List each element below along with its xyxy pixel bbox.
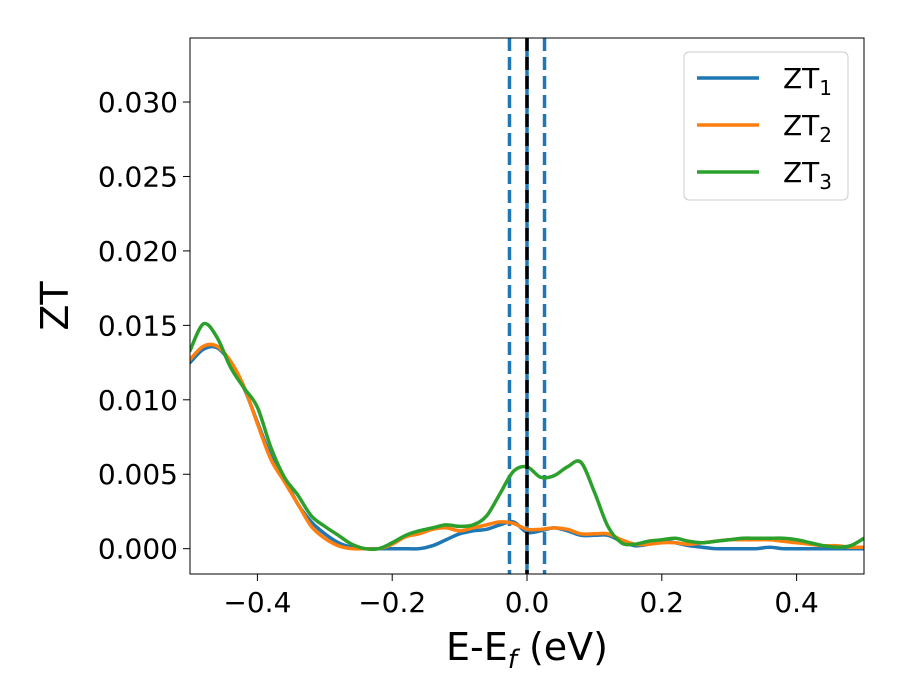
x-axis-ticks: −0.4 −0.2 0.0 0.2 0.4 (223, 574, 819, 619)
y-axis-title: ZT (33, 281, 77, 331)
x-axis-title-base: E-E (446, 625, 508, 669)
x-tick-label: 0.4 (774, 586, 819, 619)
x-tick-label: −0.2 (358, 586, 426, 619)
x-axis-title: E-Ef (eV) (446, 625, 608, 675)
legend-label-zt2: ZT2 (783, 109, 832, 147)
y-tick-label: 0.020 (98, 235, 178, 268)
legend-box (683, 51, 849, 201)
x-tick-label: 0.0 (505, 586, 550, 619)
x-tick-label: 0.2 (640, 586, 685, 619)
y-tick-label: 0.005 (98, 458, 178, 491)
y-tick-label: 0.010 (98, 384, 178, 417)
y-tick-label: 0.030 (98, 86, 178, 119)
y-tick-label: 0.015 (98, 309, 178, 342)
legend-label-zt3: ZT3 (783, 156, 832, 194)
x-axis-title-suffix: (eV) (517, 625, 608, 669)
legend: ZT1 ZT2 ZT3 (683, 51, 849, 201)
y-tick-label: 0.000 (98, 533, 178, 566)
y-axis-ticks: 0.000 0.005 0.010 0.015 0.020 0.025 0.030 (98, 86, 190, 566)
x-tick-label: −0.4 (223, 586, 291, 619)
y-tick-label: 0.025 (98, 160, 178, 193)
legend-label-zt1: ZT1 (783, 62, 832, 100)
